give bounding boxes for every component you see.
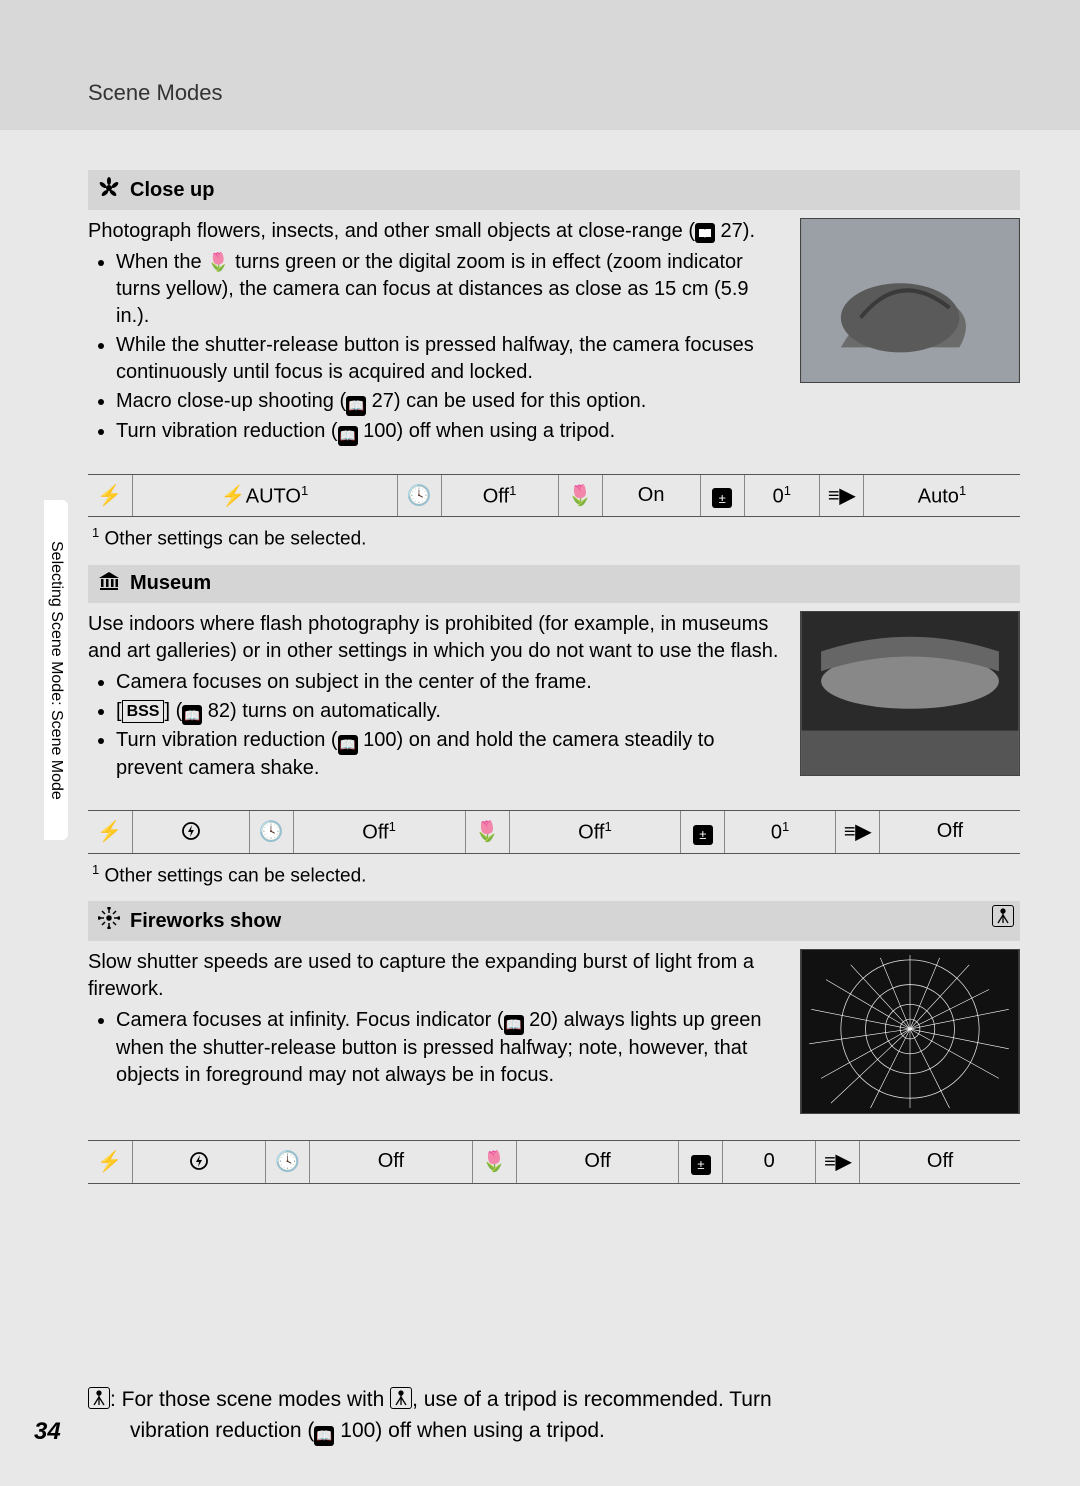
exposure-icon: ± [681,811,725,854]
macro-value: Off [516,1141,679,1184]
museum-body: Use indoors where flash photography is p… [88,603,1020,799]
fireworks-text: Slow shutter speeds are used to capture … [88,949,780,1091]
macro-icon: 🌷 [472,1141,516,1184]
closeup-heading: Close up [88,170,1020,210]
closeup-bullet: While the shutter-release button is pres… [116,332,780,386]
closeup-body: Photograph flowers, insects, and other s… [88,210,1020,462]
closeup-intro-a: Photograph flowers, insects, and other s… [88,220,695,242]
ref-icon: 📖 [346,396,366,416]
fireworks-intro: Slow shutter speeds are used to capture … [88,951,754,1000]
tripod-badge-icon [992,905,1014,927]
flash-icon: ⚡ [88,474,132,517]
closeup-text: Photograph flowers, insects, and other s… [88,218,780,448]
fireworks-icon [98,907,120,935]
exposure-value: 0 [723,1141,816,1184]
continuous-value: Off [860,1141,1020,1184]
ref-icon: 📖 [314,1426,334,1446]
museum-bullet: [BSS] (📖 82) turns on automatically. [116,698,780,726]
table-row: ⚡ 🕓 Off1 🌷 Off1 ± 01 ≡▶ Off [88,811,1020,854]
page-header: Scene Modes [0,0,1080,130]
fireworks-thumbnail [800,949,1020,1114]
closeup-thumbnail [800,218,1020,383]
closeup-title: Close up [130,179,214,202]
flash-value: ⚡AUTO1 [132,474,397,517]
footer-line2: vibration reduction (📖 100) off when usi… [88,1416,1020,1446]
footer-text-a: : For those scene modes with [110,1388,390,1411]
flower-icon: 🌷 [207,252,229,272]
museum-heading: Museum [88,565,1020,603]
macro-value: Off1 [509,811,681,854]
page-number: 34 [34,1418,61,1446]
closeup-bullets: When the 🌷 turns green or the digital zo… [88,249,780,446]
closeup-settings-table: ⚡ ⚡AUTO1 🕓 Off1 🌷 On ± 01 ≡▶ Auto1 [88,474,1020,518]
macro-icon: 🌷 [558,474,602,517]
bss-icon: BSS [122,700,165,724]
fireworks-title: Fireworks show [130,910,281,933]
exposure-value: 01 [744,474,819,517]
exposure-icon: ± [700,474,744,517]
ref-icon [695,223,715,243]
ref-icon: 📖 [338,426,358,446]
museum-settings-table: ⚡ 🕓 Off1 🌷 Off1 ± 01 ≡▶ Off [88,810,1020,854]
museum-title: Museum [130,572,211,595]
continuous-icon: ≡▶ [816,1141,860,1184]
closeup-bullet: When the 🌷 turns green or the digital zo… [116,249,780,330]
flash-value [132,811,249,854]
exposure-icon: ± [679,1141,723,1184]
fireworks-heading: Fireworks show [88,901,1020,941]
footer-text-b: , use of a tripod is recommended. Turn [412,1388,772,1411]
tripod-icon [390,1387,412,1409]
closeup-bullet: Turn vibration reduction (📖 100) off whe… [116,418,780,446]
table-row: ⚡ ⚡AUTO1 🕓 Off1 🌷 On ± 01 ≡▶ Auto1 [88,474,1020,517]
selftimer-icon: 🕓 [266,1141,310,1184]
museum-intro: Use indoors where flash photography is p… [88,613,778,662]
ref-icon: 📖 [182,705,202,725]
footnote-text: Other settings can be selected. [105,865,367,886]
page-title: Scene Modes [88,80,1080,106]
museum-bullet: Turn vibration reduction (📖 100) on and … [116,727,780,782]
continuous-value: Auto1 [863,474,1020,517]
museum-thumbnail [800,611,1020,776]
museum-icon [98,571,120,597]
flash-value [132,1141,266,1184]
closeup-icon [98,176,120,204]
ref-icon: 📖 [504,1015,524,1035]
selftimer-value: Off1 [293,811,465,854]
museum-bullet: Camera focuses on subject in the center … [116,669,780,696]
continuous-icon: ≡▶ [819,474,863,517]
flash-icon: ⚡ [88,811,132,854]
table-row: ⚡ 🕓 Off 🌷 Off ± 0 ≡▶ Off [88,1141,1020,1184]
page: Scene Modes Selecting Scene Mode: Scene … [0,0,1080,1486]
fireworks-settings-table: ⚡ 🕓 Off 🌷 Off ± 0 ≡▶ Off [88,1140,1020,1184]
museum-footnote: 1 Other settings can be selected. [88,860,1020,901]
selftimer-icon: 🕓 [397,474,441,517]
closeup-intro-b: ). [743,220,755,242]
flash-icon: ⚡ [88,1141,132,1184]
closeup-footnote: 1 Other settings can be selected. [88,523,1020,564]
fireworks-bullet: Camera focuses at infinity. Focus indica… [116,1007,780,1089]
closeup-ref: 27 [721,220,743,242]
macro-icon: 🌷 [465,811,509,854]
selftimer-value: Off1 [441,474,558,517]
ref-icon: 📖 [338,735,358,755]
museum-bullets: Camera focuses on subject in the center … [88,669,780,783]
fireworks-body: Slow shutter speeds are used to capture … [88,941,1020,1128]
page-footer: : For those scene modes with , use of a … [88,1385,1020,1446]
museum-text: Use indoors where flash photography is p… [88,611,780,785]
fireworks-bullets: Camera focuses at infinity. Focus indica… [88,1007,780,1089]
macro-value: On [602,474,700,517]
page-content: Close up Photograph flowers, insects, an… [0,130,1080,1184]
exposure-value: 01 [725,811,836,854]
footnote-text: Other settings can be selected. [105,529,367,550]
tripod-icon [88,1387,110,1409]
continuous-value: Off [879,811,1020,854]
continuous-icon: ≡▶ [835,811,879,854]
selftimer-icon: 🕓 [249,811,293,854]
selftimer-value: Off [310,1141,473,1184]
closeup-bullet: Macro close-up shooting (📖 27) can be us… [116,388,780,416]
